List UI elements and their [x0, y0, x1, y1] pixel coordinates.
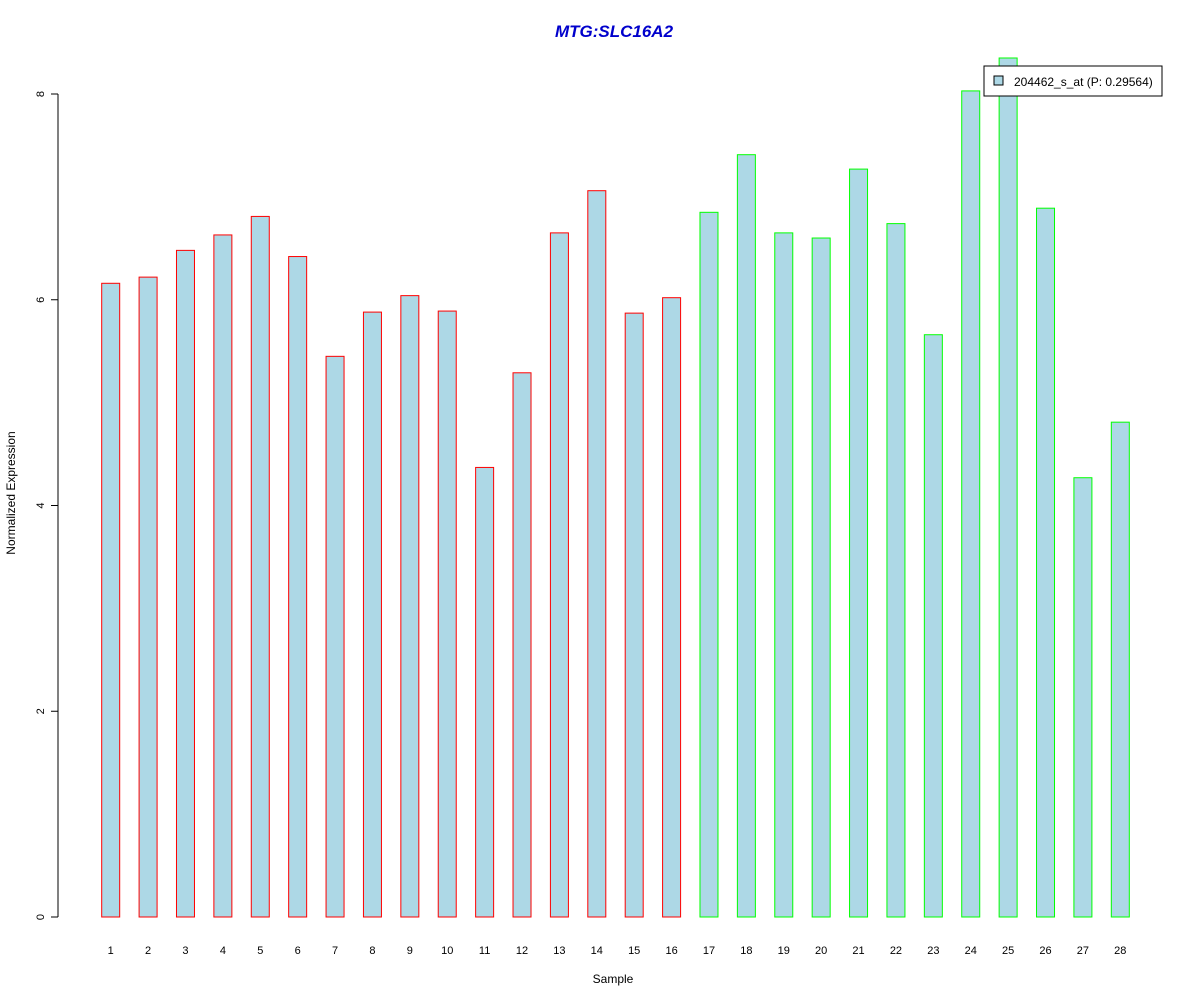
bar	[587, 190, 607, 918]
bar	[437, 310, 457, 918]
x-tick-label: 18	[740, 945, 752, 957]
legend-swatch	[993, 75, 1004, 86]
x-tick-label: 25	[1002, 945, 1014, 957]
bar	[512, 372, 532, 918]
bar	[213, 234, 233, 918]
x-tick-label: 10	[441, 945, 453, 957]
y-axis: 0 2 4 6 8	[35, 91, 59, 920]
x-tick-label: 15	[628, 945, 640, 957]
bars	[101, 57, 1130, 918]
x-tick-label: 23	[927, 945, 939, 957]
bar	[774, 232, 794, 918]
x-tick-label: 22	[890, 945, 902, 957]
x-tick-label: 8	[369, 945, 375, 957]
bar	[250, 215, 270, 918]
x-tick-label: 28	[1114, 945, 1126, 957]
x-tick-label: 14	[591, 945, 603, 957]
x-tick-label: 5	[257, 945, 263, 957]
y-tick-label: 8	[35, 91, 47, 97]
chart-title: MTG:SLC16A2	[555, 22, 674, 41]
y-tick-label: 0	[35, 914, 47, 920]
x-tick-label: 21	[852, 945, 864, 957]
bar	[961, 90, 981, 918]
bar	[998, 57, 1018, 918]
x-tick-label: 16	[665, 945, 677, 957]
x-tick-label: 9	[407, 945, 413, 957]
x-tick-label: 13	[553, 945, 565, 957]
x-tick-label: 2	[145, 945, 151, 957]
bar	[475, 466, 495, 918]
y-tick-label: 6	[35, 297, 47, 303]
bar	[811, 237, 831, 918]
y-tick-label: 4	[35, 502, 47, 508]
x-axis-label: Sample	[593, 972, 634, 986]
bar	[699, 211, 719, 918]
legend-box	[983, 65, 1163, 97]
x-tick-label: 11	[479, 945, 490, 957]
x-tick-label: 27	[1077, 945, 1089, 957]
legend-label: 204462_s_at (P: 0.29564)	[1014, 75, 1153, 89]
bar	[1073, 477, 1093, 918]
bar	[400, 295, 420, 918]
x-tick-label: 26	[1039, 945, 1051, 957]
x-tick-label: 1	[108, 945, 114, 957]
x-tick-labels: 1 2 3 4 5 6 7 8 9 10 11 12 13 14 15 16 17 18 19 20 21 22 23 24 2…	[108, 945, 1127, 957]
bar	[923, 334, 943, 918]
bar	[101, 282, 121, 918]
x-tick-label: 12	[516, 945, 528, 957]
bar	[849, 168, 869, 918]
bar	[549, 232, 569, 918]
bar	[736, 154, 756, 918]
x-tick-label: 24	[965, 945, 977, 957]
x-tick-label: 7	[332, 945, 338, 957]
bar	[325, 355, 345, 918]
bar	[624, 312, 644, 918]
x-tick-label: 4	[220, 945, 226, 957]
x-tick-label: 3	[182, 945, 188, 957]
bar	[1036, 207, 1056, 918]
legend: 204462_s_at (P: 0.29564)	[983, 65, 1163, 97]
bar	[1110, 421, 1130, 918]
bar	[175, 249, 195, 918]
bar	[288, 256, 308, 918]
y-tick-label: 2	[35, 708, 47, 714]
bar	[662, 297, 682, 918]
x-tick-label: 17	[703, 945, 715, 957]
bar	[138, 276, 158, 918]
x-tick-label: 20	[815, 945, 827, 957]
bar	[886, 223, 906, 918]
x-tick-label: 19	[778, 945, 790, 957]
bar	[362, 311, 382, 918]
x-tick-label: 6	[295, 945, 301, 957]
y-axis-label: Normalized Expression	[4, 431, 18, 554]
